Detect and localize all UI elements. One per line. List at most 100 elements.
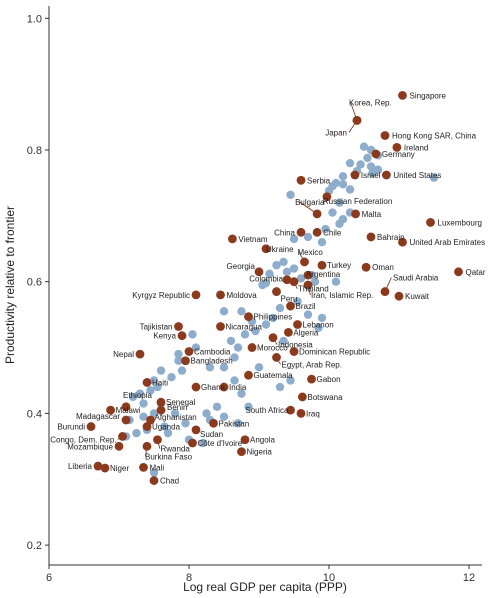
point-label: Argentina [306, 270, 341, 279]
point-label: Singapore [410, 91, 447, 100]
data-point [303, 310, 313, 319]
data-point [293, 320, 302, 329]
point-label: Botswana [307, 393, 343, 402]
data-point [380, 131, 390, 140]
data-point [219, 307, 229, 316]
point-label: Ireland [404, 143, 428, 152]
data-point [398, 90, 407, 100]
point-labels: Singapore Korea, Rep. Japan Hong Kong SAR, … [50, 91, 486, 485]
data-point [312, 209, 322, 219]
x-tick-label: 12 [463, 572, 475, 584]
data-point [317, 260, 327, 270]
data-point [331, 277, 341, 286]
data-point [350, 170, 360, 180]
data-point [303, 232, 313, 242]
data-point [100, 463, 110, 473]
data-point [380, 287, 390, 296]
data-point [279, 257, 288, 267]
x-ticks: 6 8 10 12 [46, 565, 475, 584]
point-label: Tajikistan [140, 322, 173, 331]
point-label: Brazil [296, 302, 316, 311]
y-ticks: 0.2 0.4 0.6 0.8 1.0 [27, 13, 49, 552]
point-label: Kuwait [405, 292, 430, 301]
point-label: Saudi Arabia [393, 274, 439, 283]
data-point [289, 277, 299, 287]
data-point [303, 280, 313, 290]
data-point [279, 336, 288, 346]
data-point [167, 372, 176, 382]
data-point [338, 180, 348, 189]
data-point [286, 405, 295, 415]
data-point [394, 291, 404, 301]
data-point [268, 313, 278, 323]
point-label: Moldova [227, 291, 258, 300]
data-point [282, 275, 292, 285]
data-point [149, 409, 159, 418]
point-label: Germany [382, 150, 415, 159]
data-point [174, 349, 183, 359]
data-point [230, 376, 239, 385]
data-point [366, 232, 376, 242]
data-point [286, 190, 295, 199]
data-point [205, 363, 215, 372]
point-label: Burkina Faso [145, 452, 193, 461]
data-point [135, 389, 145, 398]
data-point [338, 172, 348, 181]
data-point [335, 219, 344, 228]
data-point [289, 234, 299, 244]
data-point [121, 415, 131, 425]
point-label: Russian Federation [323, 197, 392, 206]
point-label: Morocco [257, 344, 288, 353]
point-label: Qatar [466, 268, 486, 277]
data-point [261, 320, 271, 329]
point-label: Bulgaria [295, 198, 325, 207]
data-point [361, 262, 371, 272]
data-point [142, 441, 152, 451]
data-point [286, 376, 295, 385]
unlabeled-points [121, 142, 439, 477]
data-point [240, 330, 250, 339]
data-point [237, 447, 246, 456]
point-label: Ukraine [266, 245, 294, 254]
point-label: Côte d'Ivoire [198, 439, 243, 448]
data-point [177, 366, 187, 375]
data-point [146, 386, 155, 395]
data-point [160, 422, 169, 431]
point-label: Ethiopia [123, 391, 152, 400]
data-point [142, 378, 152, 387]
data-point [191, 425, 201, 435]
point-label: Chile [323, 228, 342, 237]
point-label: Luxembourg [438, 218, 482, 227]
point-label: Oman [372, 263, 394, 272]
point-label: Bangladesh [191, 357, 233, 366]
data-point [268, 333, 278, 343]
data-point [121, 402, 131, 412]
y-tick-label: 0.4 [27, 408, 42, 420]
data-point [188, 330, 197, 339]
data-point [251, 326, 260, 336]
data-point [149, 468, 159, 477]
point-label: Mali [150, 463, 165, 472]
data-point [296, 175, 306, 185]
point-label: Haiti [152, 378, 168, 387]
point-label: Egypt, Arab Rep. [282, 360, 342, 369]
point-label: Hong Kong SAR, China [392, 132, 477, 141]
y-axis-title: Productivity relative to frontier [3, 206, 17, 364]
data-point [139, 399, 148, 408]
data-point [275, 303, 285, 313]
point-label: Malta [362, 210, 382, 219]
point-label: Colombia [249, 275, 283, 284]
data-point [307, 374, 316, 384]
point-label: Vietnam [238, 235, 268, 244]
point-label: Pakistan [219, 419, 250, 428]
data-point [181, 356, 190, 366]
data-point [219, 363, 229, 372]
point-label: Kenya [153, 332, 176, 341]
data-point [282, 267, 292, 277]
x-tick-label: 10 [323, 572, 335, 584]
data-point [198, 438, 208, 448]
x-tick-label: 6 [46, 572, 52, 584]
data-point [202, 409, 211, 418]
point-label: Serbia [307, 176, 331, 185]
data-point [240, 435, 250, 445]
